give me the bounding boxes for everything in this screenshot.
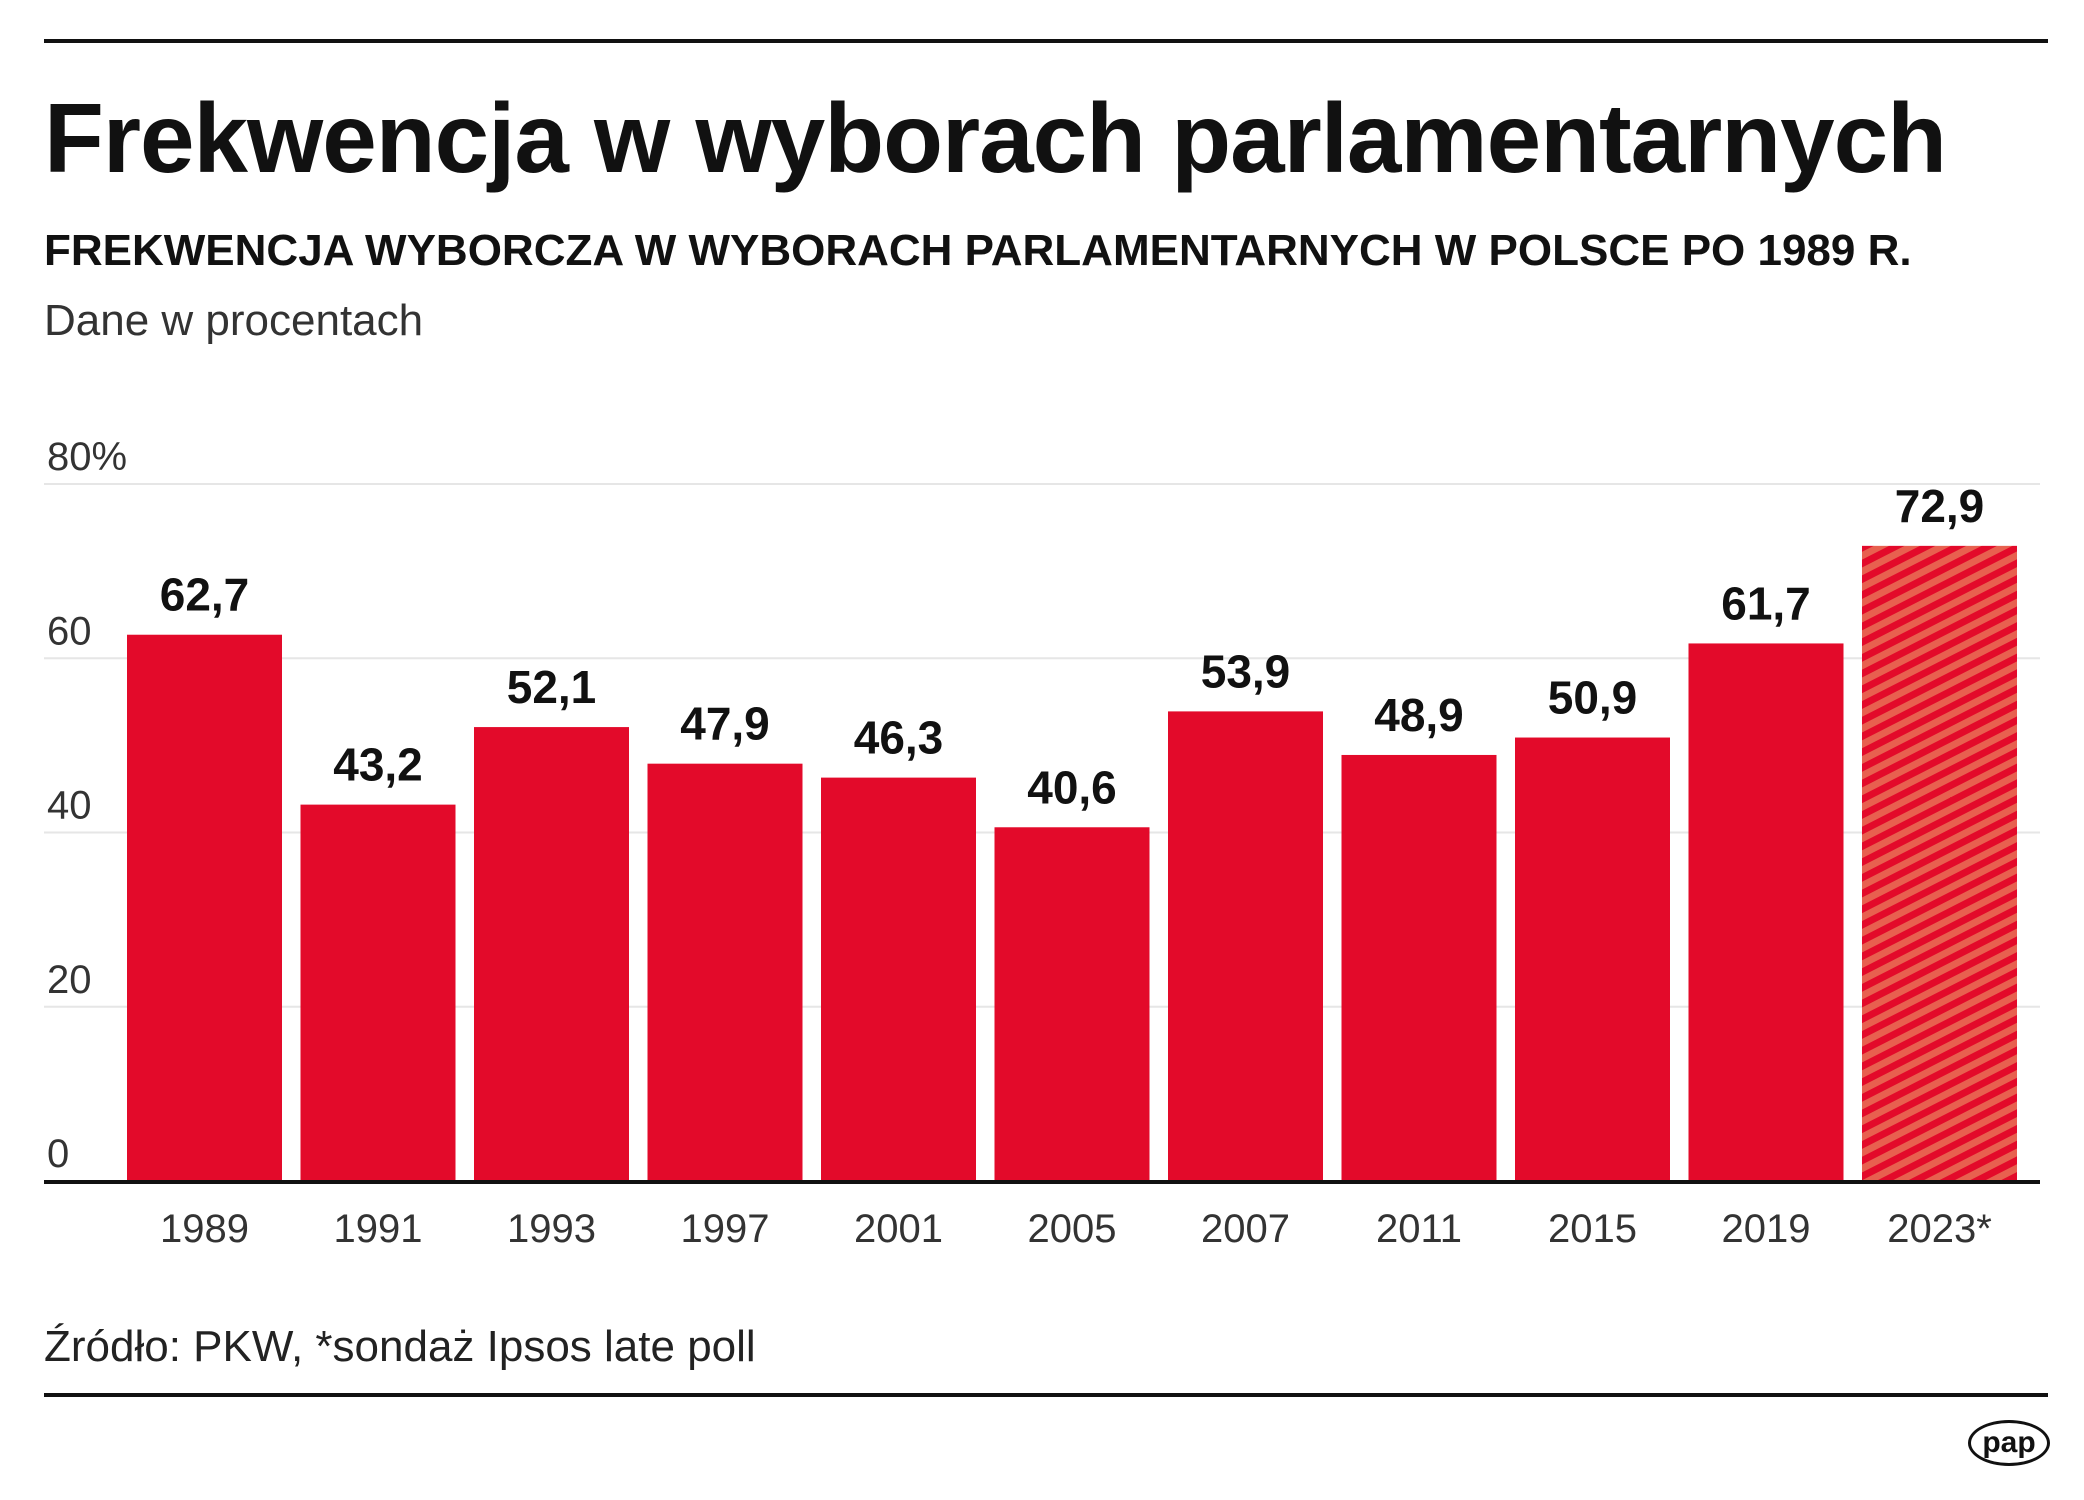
unit-note: Dane w procentach [44, 296, 424, 345]
bottom-rule [44, 1393, 2048, 1397]
source-note: Źródło: PKW, *sondaż Ipsos late poll [44, 1322, 756, 1371]
pap-logo: pap [1968, 1420, 2050, 1466]
x-tick-label: 2001 [854, 1207, 943, 1251]
data-label: 43,2 [333, 739, 423, 791]
x-tick-label: 2023* [1887, 1207, 1992, 1251]
y-tick-label: 80% [47, 435, 127, 479]
data-label: 52,1 [507, 661, 597, 713]
logo-text: pap [1982, 1426, 2036, 1459]
x-tick-label: 2015 [1548, 1207, 1637, 1251]
bar-1993 [474, 727, 629, 1181]
data-label: 61,7 [1721, 577, 1811, 629]
x-tick-label: 2019 [1722, 1207, 1811, 1251]
data-label: 62,7 [160, 569, 250, 621]
data-label: 50,9 [1548, 672, 1638, 724]
x-tick-label: 2007 [1201, 1207, 1290, 1251]
data-label: 48,9 [1374, 689, 1464, 741]
data-label: 40,6 [1027, 761, 1117, 813]
y-tick-label: 60 [47, 609, 92, 653]
bar-1991 [300, 804, 456, 1181]
bar-1997 [647, 763, 803, 1181]
y-tick-label: 0 [47, 1132, 69, 1176]
bar-2005 [994, 827, 1150, 1181]
chart-title: Frekwencja w wyborach parlamentarnych [44, 83, 1947, 193]
data-label: 53,9 [1201, 645, 1291, 697]
bar-2011 [1341, 754, 1497, 1181]
chart-subtitle: FREKWENCJA WYBORCZA W WYBORACH PARLAMENT… [44, 226, 1912, 275]
x-tick-label: 1989 [160, 1207, 249, 1251]
x-tick-label: 1991 [334, 1207, 423, 1251]
bar-1989 [127, 634, 282, 1181]
bar-2001 [821, 777, 976, 1181]
data-label: 72,9 [1895, 480, 1985, 532]
x-tick-label: 1993 [507, 1207, 596, 1251]
bar-2007 [1168, 711, 1323, 1181]
data-label: 46,3 [854, 712, 944, 764]
x-tick-label: 1997 [681, 1207, 770, 1251]
bar-2015 [1515, 737, 1670, 1181]
top-rule [44, 39, 2048, 43]
y-tick-label: 40 [47, 784, 92, 828]
bar-2023* [1862, 545, 2017, 1181]
y-tick-label: 20 [47, 958, 92, 1002]
bar-2019 [1688, 643, 1844, 1181]
data-label: 47,9 [680, 698, 770, 750]
x-tick-label: 2011 [1376, 1207, 1462, 1251]
x-tick-label: 2005 [1028, 1207, 1117, 1251]
